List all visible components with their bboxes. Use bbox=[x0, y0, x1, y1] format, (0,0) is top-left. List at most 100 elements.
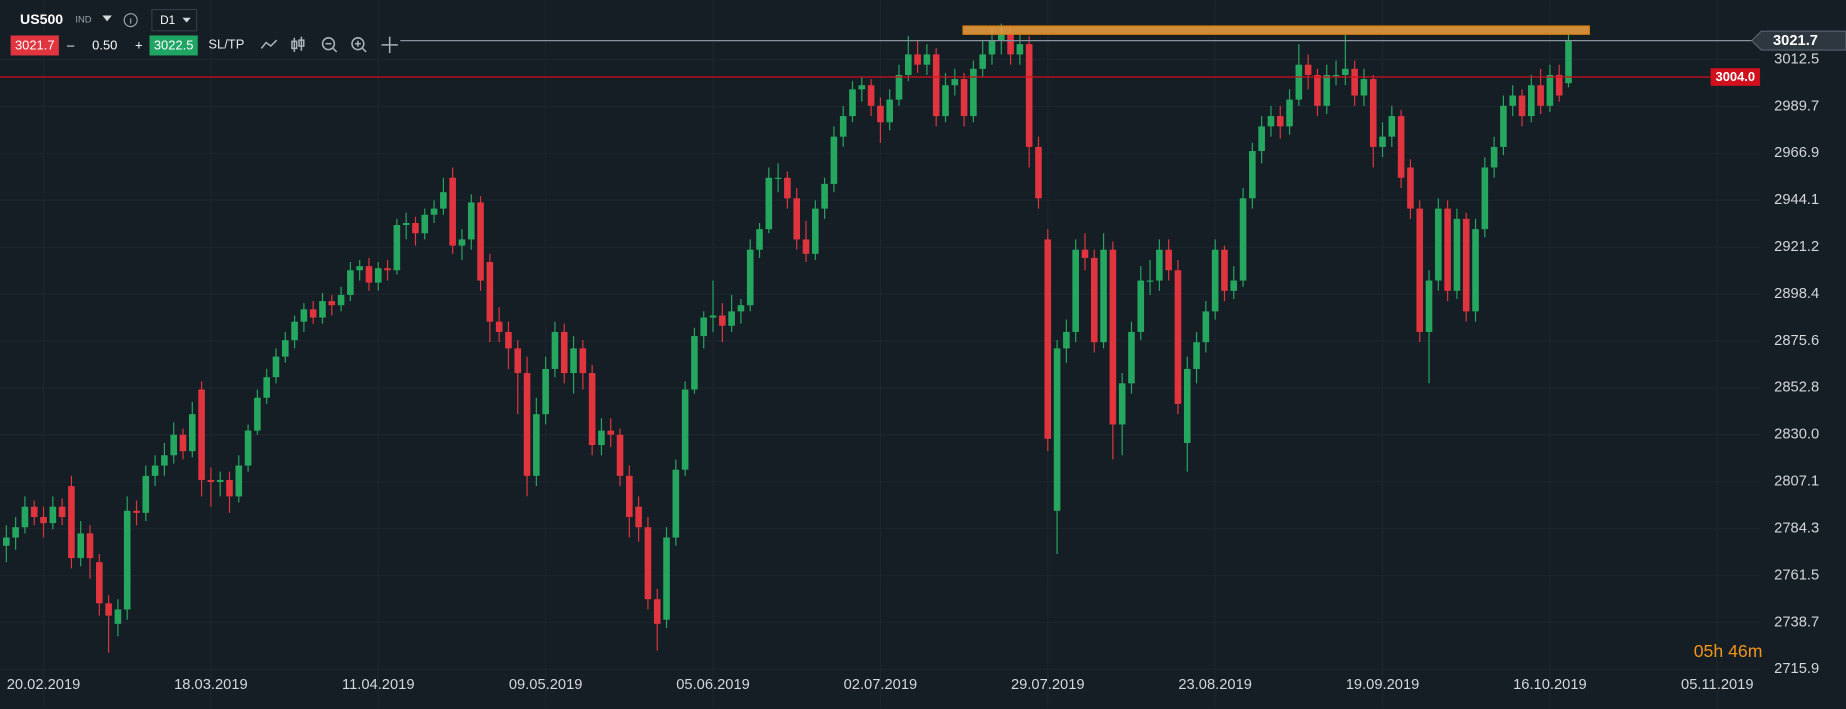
x-tick-label: 05.11.2019 bbox=[1681, 677, 1754, 693]
volume[interactable]: 0.50 bbox=[92, 37, 117, 52]
candle-body bbox=[1537, 85, 1544, 106]
candle-body bbox=[979, 54, 986, 69]
candle-body bbox=[1156, 249, 1163, 281]
candle-body bbox=[151, 465, 159, 476]
candle-body bbox=[319, 301, 326, 318]
candle-body bbox=[1546, 74, 1554, 106]
candle-body bbox=[1397, 116, 1405, 178]
candle-body bbox=[877, 105, 884, 123]
candle-body bbox=[12, 527, 19, 538]
candle-body bbox=[1174, 270, 1182, 404]
sell-price[interactable]: 3021.7 bbox=[15, 37, 55, 52]
candles-icon[interactable] bbox=[291, 36, 305, 52]
candle-body bbox=[123, 510, 131, 610]
candle-body bbox=[440, 192, 447, 209]
candle-body bbox=[951, 79, 959, 86]
candle-body bbox=[244, 430, 252, 466]
price-tag-label: 3004.0 bbox=[1716, 69, 1756, 84]
candle-body bbox=[1276, 116, 1284, 127]
timeframe[interactable]: D1 bbox=[160, 14, 175, 27]
candle-body bbox=[1472, 229, 1479, 312]
candle-body bbox=[1211, 249, 1219, 312]
candle-body bbox=[1342, 68, 1349, 75]
candle-body bbox=[393, 225, 401, 271]
axes: 2715.9 2738.7 2761.5 2784.3 2807.1 2830.0 2852… bbox=[0, 30, 1846, 693]
dropdown-arrow[interactable] bbox=[102, 15, 112, 22]
candle-body bbox=[756, 229, 763, 250]
countdown: 05h 46m bbox=[1694, 641, 1763, 661]
grid bbox=[0, 0, 1760, 706]
candle-body bbox=[1500, 105, 1507, 147]
candle-body bbox=[560, 331, 568, 374]
candle-body bbox=[207, 479, 215, 483]
candle-body bbox=[644, 527, 652, 600]
candle-body bbox=[1435, 208, 1442, 281]
candle-body bbox=[1193, 342, 1200, 369]
candle-body bbox=[1146, 280, 1154, 282]
candle-body bbox=[1100, 249, 1107, 343]
sell-button[interactable] bbox=[10, 35, 59, 56]
candle-body bbox=[86, 533, 94, 559]
volume-decrease[interactable]: – bbox=[67, 37, 75, 52]
zoom-in-icon[interactable] bbox=[351, 37, 367, 53]
x-tick-label: 23.08.2019 bbox=[1178, 677, 1252, 693]
candle-body bbox=[1183, 368, 1191, 443]
candle-body bbox=[653, 599, 661, 624]
candle-body bbox=[514, 348, 522, 374]
candle-body bbox=[189, 414, 196, 452]
candle-body bbox=[1118, 383, 1126, 425]
dropdown-arrow[interactable] bbox=[182, 17, 191, 23]
pan-icon[interactable] bbox=[381, 36, 398, 54]
candle-body bbox=[970, 68, 977, 117]
candle-body bbox=[170, 434, 177, 456]
candle-body bbox=[737, 305, 745, 312]
zoom-out-icon[interactable] bbox=[321, 37, 338, 53]
candle-body bbox=[365, 266, 373, 283]
candle-body bbox=[21, 506, 29, 528]
timeframe-box[interactable] bbox=[151, 8, 198, 32]
candle-body bbox=[914, 54, 921, 65]
buy-price[interactable]: 3022.5 bbox=[154, 37, 194, 52]
y-tick-label: 2966.9 bbox=[1774, 145, 1819, 161]
candle-body bbox=[263, 377, 270, 398]
candle-body bbox=[300, 309, 308, 322]
candle-body bbox=[1128, 331, 1135, 384]
symbol[interactable]: US500 bbox=[20, 11, 63, 27]
candle-body bbox=[691, 336, 698, 390]
candle-body bbox=[886, 99, 893, 123]
candle-body bbox=[830, 136, 838, 184]
buy-button[interactable] bbox=[149, 35, 198, 56]
candle-body bbox=[1090, 257, 1098, 343]
candle-body bbox=[77, 533, 85, 559]
x-tick-label: 19.09.2019 bbox=[1346, 677, 1420, 693]
candle-body bbox=[858, 85, 866, 90]
candle-body bbox=[1081, 249, 1089, 258]
y-tick-label: 2715.9 bbox=[1774, 661, 1819, 677]
y-tick-label: 2898.4 bbox=[1774, 286, 1819, 302]
resistance-zone[interactable] bbox=[962, 25, 1590, 35]
y-tick-label: 2989.7 bbox=[1774, 98, 1819, 114]
y-tick-label: 2921.2 bbox=[1774, 239, 1819, 255]
candle-body bbox=[997, 33, 1005, 41]
market: IND bbox=[75, 14, 91, 25]
sl-tp-button[interactable]: SL/TP bbox=[208, 36, 244, 51]
candle-body bbox=[142, 475, 150, 513]
candle-body bbox=[1286, 99, 1293, 127]
candle-body bbox=[598, 430, 605, 446]
candle-body bbox=[114, 609, 122, 624]
candle-body bbox=[1388, 116, 1396, 137]
candle-body bbox=[328, 301, 336, 306]
candle-body bbox=[607, 430, 615, 435]
candle-body bbox=[1258, 126, 1265, 152]
candle-body bbox=[161, 455, 168, 466]
x-tick-label: 20.02.2019 bbox=[7, 677, 81, 693]
candle-body bbox=[1044, 239, 1052, 439]
volume-increase[interactable]: + bbox=[135, 37, 143, 52]
candle-body bbox=[1351, 68, 1358, 96]
y-tick-label: 2738.7 bbox=[1774, 614, 1819, 630]
info-icon[interactable] bbox=[123, 13, 138, 28]
candle-body bbox=[467, 202, 475, 240]
line-tool-icon[interactable] bbox=[260, 39, 278, 49]
